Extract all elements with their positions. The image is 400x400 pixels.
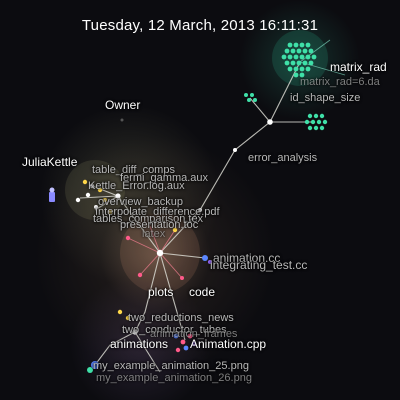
file-label: table_diff_comps (92, 164, 175, 176)
datetime-display: Tuesday, 12 March, 2013 16:11:31 (81, 17, 319, 34)
activity-ray (159, 252, 183, 279)
file-label: my_example_animation_26.png (96, 372, 252, 384)
activity-ray (299, 39, 331, 63)
file-label: animation.cc (213, 251, 281, 265)
glow-halo (65, 160, 125, 220)
edge (94, 195, 119, 211)
file-cluster-center[interactable] (125, 119, 273, 280)
edge (134, 252, 161, 333)
edge (159, 121, 271, 254)
user-label-owner[interactable]: Owner (105, 98, 141, 112)
file-label: fermi_gamma.aux (120, 172, 209, 184)
file-label: animation_frames (150, 328, 238, 340)
activity-ray (149, 225, 161, 254)
file-cluster-teal-3[interactable] (244, 93, 257, 102)
teal-rays (299, 39, 346, 76)
file-label: id_shape_size (290, 92, 361, 104)
activity-ray (127, 237, 161, 254)
file-label: Animation.cpp (190, 337, 267, 351)
user-avatar-juliakettle[interactable] (49, 187, 55, 203)
directory-label: code (189, 285, 216, 299)
file-label: matrix_rad (330, 60, 387, 74)
user-label-juliakettle[interactable]: JuliaKettle (22, 155, 78, 169)
file-cluster-left[interactable] (75, 179, 121, 214)
directory-label: plots (148, 285, 174, 299)
edge (89, 184, 119, 197)
directory-label: animations (110, 337, 169, 351)
edge (159, 252, 186, 341)
file-label: overview_backup (98, 196, 183, 208)
activity-ray (139, 252, 161, 276)
edge (94, 331, 136, 366)
file-cluster-teal[interactable] (281, 42, 317, 78)
edge (79, 195, 119, 199)
edge (159, 252, 206, 259)
file-cluster-teal-2[interactable] (304, 113, 328, 131)
edge (249, 97, 271, 123)
activity-ray (299, 61, 346, 76)
file-label: two_conductor_tubes (122, 324, 227, 336)
file-label: matrix_rad=6.da (300, 76, 380, 88)
user-avatar-owner[interactable] (120, 118, 124, 122)
edge (269, 61, 301, 123)
edges (79, 61, 315, 373)
edge (117, 195, 161, 254)
file-label: Interpolate_difference.pdf (95, 206, 220, 218)
file-cluster-bottom[interactable] (87, 309, 197, 373)
file-label: two_reductions_news (128, 312, 234, 324)
activity-rays (127, 225, 183, 279)
edge (134, 331, 161, 373)
file-label: latex (142, 228, 166, 240)
file-label: my_example_animation_25.png (93, 360, 249, 372)
directory-label: error_analysis (248, 152, 318, 164)
file-label: Kettle_Error.log.aux (88, 180, 185, 192)
file-label: tables_comparison.tex (93, 213, 204, 225)
file-label: integrating_test.cc (210, 258, 308, 272)
file-label: presentation.toc (120, 219, 199, 231)
activity-ray (159, 229, 176, 254)
